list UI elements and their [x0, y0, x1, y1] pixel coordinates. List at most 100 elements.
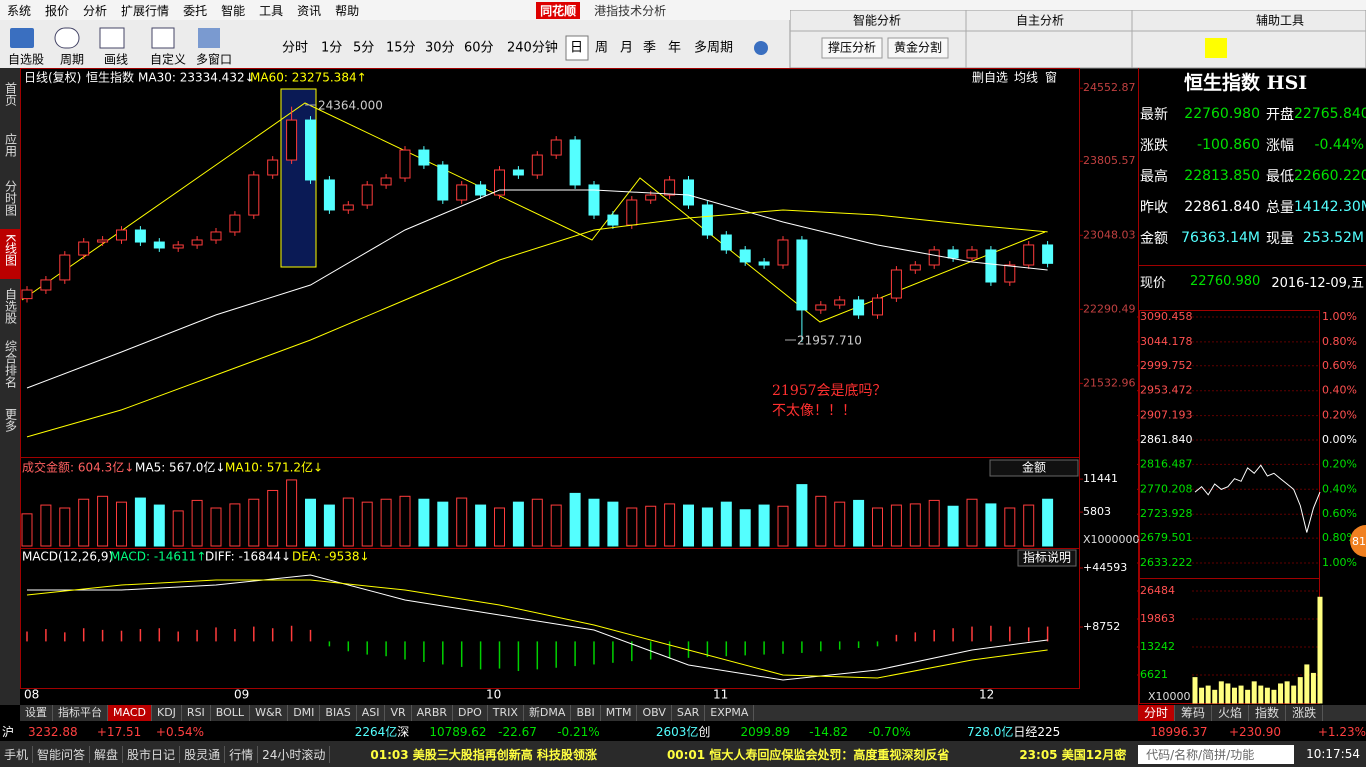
icon[interactable]	[198, 28, 220, 48]
indicator-tab[interactable]: VR	[385, 705, 412, 721]
mini-tab[interactable]: 火焰	[1212, 705, 1250, 721]
status-link[interactable]: 解盘	[90, 745, 124, 763]
menu-item[interactable]: 工具	[259, 3, 284, 18]
side-tab[interactable]: 自选股	[4, 288, 18, 325]
period[interactable]: 季	[643, 41, 656, 56]
news-item[interactable]: 23:05 美国12月密	[1019, 747, 1127, 762]
color-swatch[interactable]	[1205, 38, 1227, 58]
menu-item[interactable]: 资讯	[297, 3, 322, 18]
active-tab[interactable]	[0, 229, 20, 279]
panel-title[interactable]: 辅助工具	[1256, 14, 1304, 28]
panel-title[interactable]: 智能分析	[853, 13, 901, 28]
tool-label[interactable]: 自定义	[150, 52, 186, 67]
status-link[interactable]: 股市日记	[123, 745, 181, 763]
status-link[interactable]: 智能问答	[33, 745, 91, 763]
period[interactable]: 年	[668, 41, 681, 56]
tool-label[interactable]: 自选股	[8, 53, 44, 67]
side-tab[interactable]: K线图	[4, 234, 18, 266]
button[interactable]	[821, 37, 883, 59]
active-period[interactable]	[565, 35, 589, 61]
menu-item[interactable]: 帮助	[335, 3, 360, 18]
help-button[interactable]	[1017, 549, 1077, 567]
badge-label[interactable]: 81	[1352, 535, 1366, 548]
chart-button[interactable]: 均线	[1014, 71, 1038, 85]
period[interactable]: 多周期	[694, 40, 733, 56]
icon[interactable]	[10, 28, 34, 48]
indicator-tab[interactable]: BIAS	[320, 705, 357, 721]
tool-label[interactable]: 周期	[60, 53, 84, 67]
news-item[interactable]: 00:01 恒大人寿回应保监会处罚：高度重视深刻反省	[666, 747, 950, 762]
dropdown[interactable]	[989, 459, 1079, 477]
period[interactable]: 日	[570, 41, 583, 56]
toolbar-icons[interactable]	[10, 27, 1227, 61]
indicator-tab[interactable]: OBV	[637, 705, 672, 721]
status-link[interactable]: 行情	[225, 745, 259, 763]
period[interactable]: 5分	[353, 41, 374, 56]
panel-button[interactable]: 黄金分割	[894, 40, 942, 55]
side-tab[interactable]: 更多	[4, 408, 18, 433]
chart-button[interactable]: 窗	[1045, 71, 1057, 85]
indicator-tab[interactable]: SAR	[672, 705, 706, 721]
indicator-tab[interactable]: ASI	[357, 705, 386, 721]
side-tab[interactable]: 应用	[4, 132, 18, 158]
dropdown-label[interactable]: 金额	[1022, 460, 1046, 475]
panel-title[interactable]: 自主分析	[1016, 14, 1064, 28]
tool-label[interactable]: 多窗口	[196, 53, 232, 67]
indicator-tab[interactable]: TRIX	[488, 705, 524, 721]
indicator-tab[interactable]: MTM	[601, 705, 638, 721]
mini-tab[interactable]: 分时	[1138, 705, 1176, 721]
status-link[interactable]: 股灵通	[180, 745, 226, 763]
search-box[interactable]: 代码/名称/简拼/功能	[1138, 744, 1295, 764]
indicator-tab[interactable]: ARBR	[412, 705, 454, 721]
side-tabs[interactable]	[0, 68, 20, 705]
menu-item[interactable]: 分析	[83, 3, 108, 18]
indicator-tab[interactable]: MACD	[108, 705, 152, 721]
period[interactable]: 分时	[282, 41, 308, 56]
menu-item[interactable]: 委托	[183, 3, 208, 18]
indicator-tab[interactable]: W&R	[250, 705, 289, 721]
menu-item[interactable]: 报价	[45, 3, 70, 18]
indicator-tab[interactable]: 新DMA	[524, 705, 572, 721]
button[interactable]	[887, 37, 949, 59]
mini-tab[interactable]: 筹码	[1175, 705, 1213, 721]
icon[interactable]	[54, 27, 80, 49]
help-label[interactable]: 指标说明	[1023, 550, 1071, 565]
side-tab[interactable]: 分时图	[4, 180, 18, 216]
indicator-tab[interactable]: BBI	[571, 705, 601, 721]
indicator-tab[interactable]: RSI	[182, 705, 211, 721]
candle-body	[853, 299, 865, 316]
period[interactable]: 月	[620, 41, 633, 56]
settings-icon[interactable]	[754, 41, 768, 55]
menu-item[interactable]: 系统	[7, 3, 32, 18]
indicator-tab[interactable]: BOLL	[211, 705, 251, 721]
indicator-tab[interactable]: 设置	[20, 705, 53, 721]
badge[interactable]	[1350, 525, 1366, 557]
menu-item[interactable]: 智能	[221, 3, 246, 18]
indicator-tab[interactable]: 指标平台	[53, 705, 108, 721]
news-item[interactable]: 01:03 美股三大股指再创新高 科技股领涨	[370, 747, 597, 762]
quote-title: 恒生指数 HSI	[1184, 72, 1308, 94]
indicator-tab[interactable]: DPO	[453, 705, 488, 721]
mini-tab[interactable]: 涨跌	[1286, 705, 1324, 721]
period[interactable]: 15分	[386, 41, 416, 56]
menu-item[interactable]: 扩展行情	[121, 3, 170, 18]
axis-unit: X10000	[1148, 690, 1191, 703]
indicator-tab[interactable]: KDJ	[152, 705, 182, 721]
side-tab[interactable]: 综合排名	[4, 340, 18, 388]
period[interactable]: 30分	[425, 41, 455, 56]
icon[interactable]	[99, 27, 125, 49]
period[interactable]: 周	[595, 41, 608, 56]
side-tab[interactable]: 首页	[4, 82, 18, 107]
period[interactable]: 1分	[321, 41, 342, 56]
icon[interactable]	[151, 27, 175, 49]
panel-button[interactable]: 撑压分析	[828, 40, 876, 55]
mini-tab[interactable]: 指数	[1249, 705, 1287, 721]
status-link[interactable]: 24小时滚动	[258, 745, 331, 763]
chart-button[interactable]: 删自选	[972, 71, 1008, 85]
tool-label[interactable]: 画线	[104, 53, 128, 67]
indicator-tab[interactable]: EXPMA	[705, 705, 755, 721]
indicator-tab[interactable]: DMI	[288, 705, 321, 721]
status-link[interactable]: 手机	[0, 745, 34, 763]
period[interactable]: 60分	[464, 41, 494, 56]
period[interactable]: 240分钟	[507, 40, 558, 56]
